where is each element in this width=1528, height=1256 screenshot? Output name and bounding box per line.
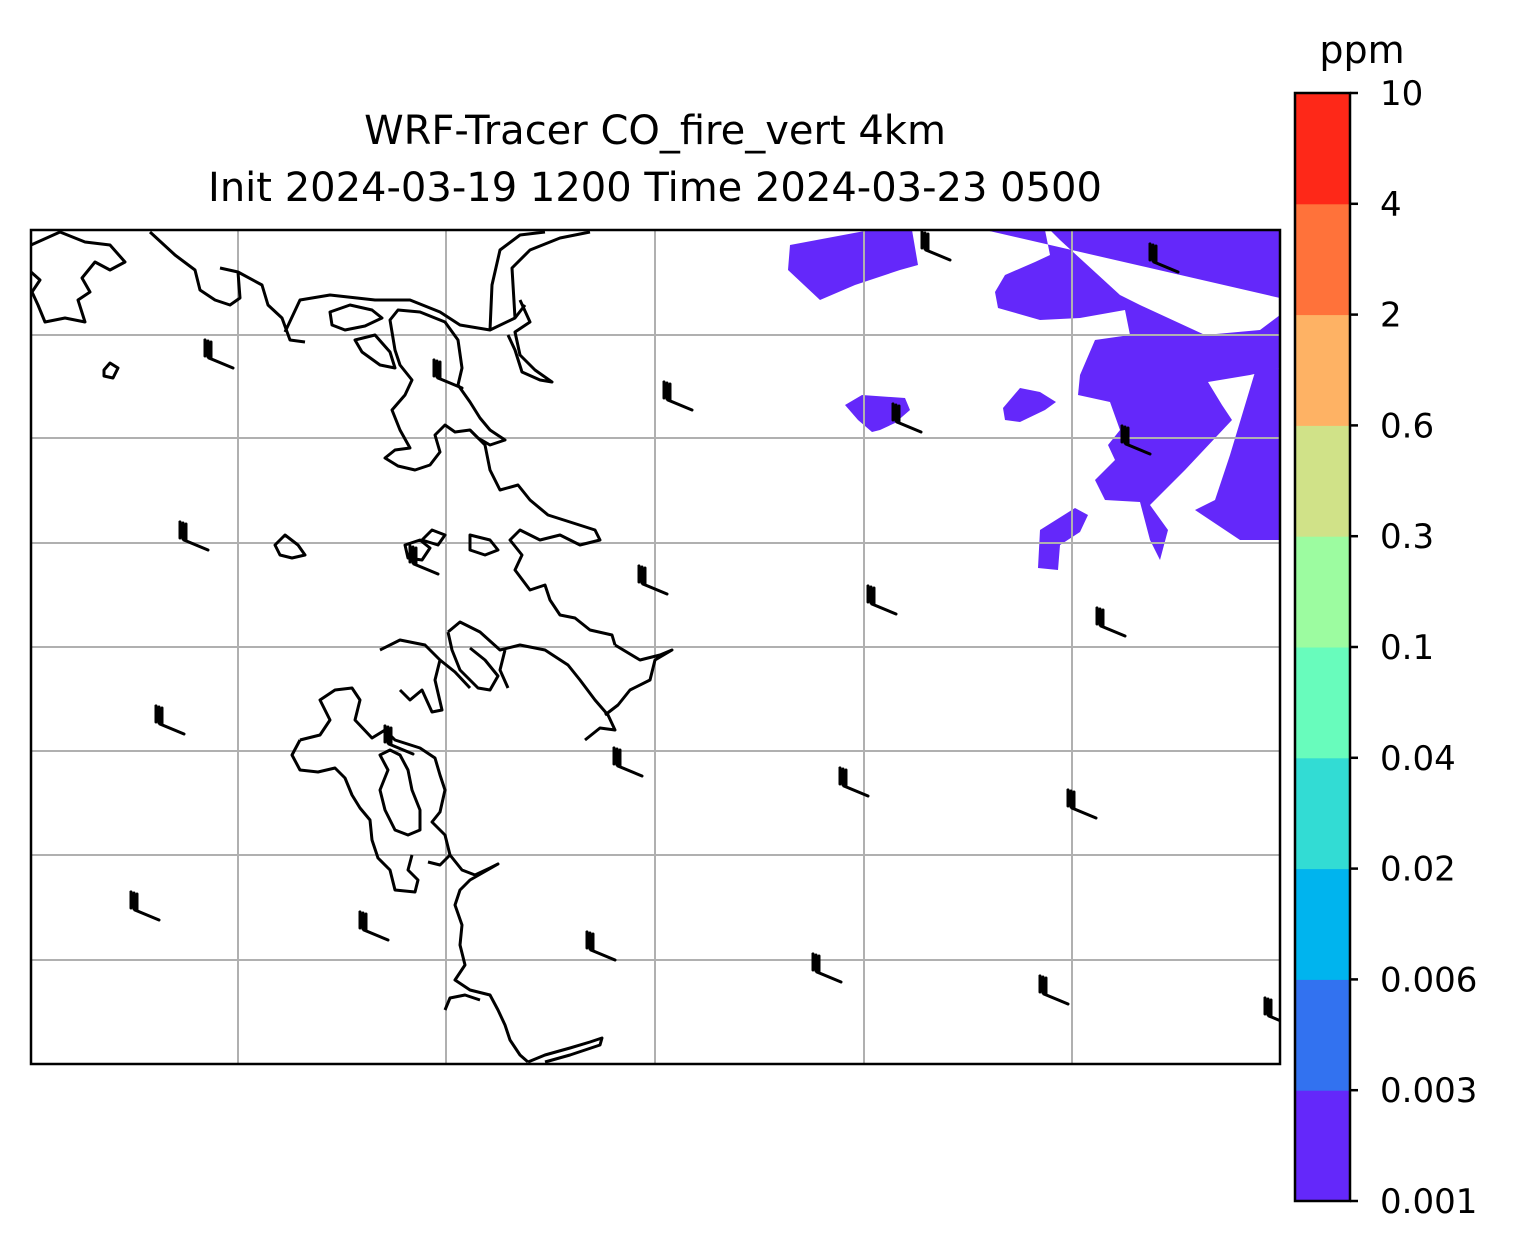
colorbar-tick-label: 0.3 [1380,517,1434,557]
colorbar-tick-label: 0.006 [1380,960,1477,1000]
colorbar-segment [1295,979,1350,1091]
wind-barb [203,338,235,370]
coastline-small-islands [273,528,500,562]
wind-barb [1263,996,1280,1023]
colorbar-segment [1295,536,1350,648]
colorbar-unit-label: ppm [1319,28,1404,72]
coastline-island-west [102,361,120,380]
coastline-central-bay [379,620,617,742]
wind-barb [811,952,843,984]
coastline-northwest [31,230,127,324]
plume-region-south [1038,508,1088,570]
wind-barb [154,704,186,736]
wind-barb [637,564,669,596]
plume-region-north [788,230,918,300]
wind-barb [358,910,390,942]
coastlines [31,230,674,1064]
colorbar-tick-label: 0.003 [1380,1071,1477,1111]
wind-barb [1066,788,1098,820]
coastline-southwest-coast [290,686,452,894]
plume-region-east [1195,368,1280,540]
wind-barb [129,890,161,922]
wind-barb [408,544,440,576]
colorbar-segment [1295,425,1350,537]
colorbar-segment [1295,868,1350,980]
plume-region-northeast [985,230,1280,560]
colorbar: 0.001 0.003 0.006 0.02 0.04 0.1 0.3 0.6 2 4 10 [1293,74,1477,1222]
colorbar-segment [1295,1090,1350,1202]
wind-barb [920,230,952,262]
colorbar-segment [1295,647,1350,759]
wind-barb [178,520,210,552]
map-panel [31,230,1280,1064]
map-title-line-1: WRF-Tracer CO_fire_vert 4km [364,108,946,154]
coastline-central-west [468,428,617,646]
colorbar-tick-label: 0.001 [1380,1182,1477,1222]
coastline-south-coast [443,854,604,1064]
wind-barb [1148,242,1180,274]
wind-barb [585,930,617,962]
coastline-bay-shore [328,303,384,332]
coastline-peninsula-a [353,333,397,370]
wind-barb [1120,424,1152,456]
coastline-peninsula-b [383,308,507,472]
coastline-north-shore [148,230,527,344]
wind-barb [383,724,415,756]
colorbar-tick-label: 0.1 [1380,628,1434,668]
wind-barb [838,766,870,798]
wind-barb [891,402,923,434]
colorbar-tick-label: 10 [1380,74,1423,114]
colorbar-segment [1295,93,1350,205]
wind-barb [1095,606,1127,638]
colorbar-segment [1295,314,1350,426]
wind-barb [1038,974,1070,1006]
plume-region-small-patch [1003,388,1056,422]
coastline-central-east [604,643,674,717]
colorbar-tick-label: 0.04 [1380,739,1456,779]
wind-barb [612,746,644,778]
colorbar-segment [1295,757,1350,870]
wind-barb [662,380,694,412]
map-title-line-2: Init 2024-03-19 1200 Time 2024-03-23 050… [208,165,1102,211]
co-plume-area [788,230,1280,570]
map-gridlines [31,230,1280,1064]
wind-barb [866,584,898,616]
colorbar-tick-label: 0.02 [1380,850,1456,890]
coastline-inlet-north [488,230,591,331]
coastline-southwest-inner [378,748,422,837]
colorbar-tick-label: 4 [1380,185,1402,225]
wind-barb [432,358,464,390]
colorbar-tick-label: 0.6 [1380,406,1434,446]
coastline-river-north [506,299,554,384]
colorbar-tick-label: 2 [1380,296,1402,336]
colorbar-segment [1295,203,1350,316]
wind-barbs [129,230,1280,1023]
map-frame [29,228,1282,1066]
